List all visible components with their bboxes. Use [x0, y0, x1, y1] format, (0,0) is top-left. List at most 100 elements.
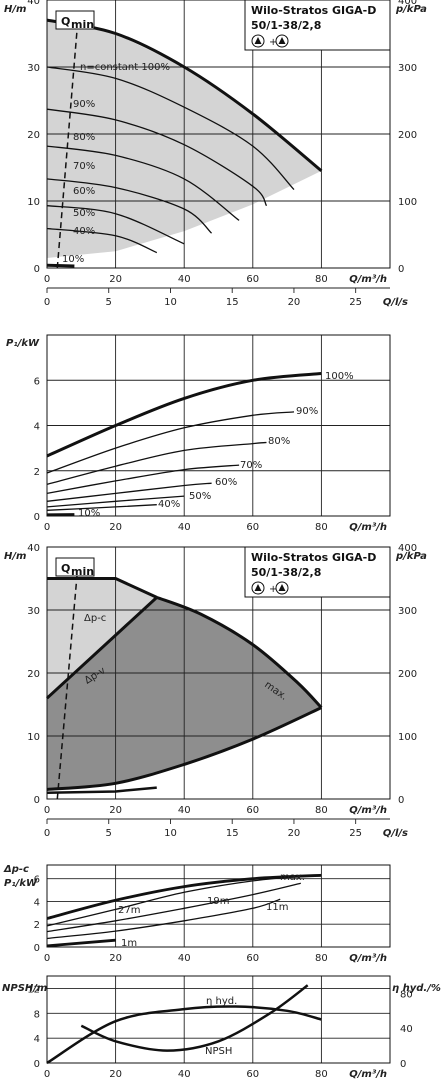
x-tick-label: 40 [178, 953, 191, 964]
x2-tick-label: 25 [349, 828, 362, 839]
plot-frame [46, 864, 391, 948]
x-tick-label: 20 [109, 1069, 122, 1080]
dp-c-label: Δp-c [84, 613, 106, 624]
series-label: 40% [158, 499, 180, 510]
pump-symbol-icon [275, 34, 289, 48]
max-label: max. [280, 872, 305, 883]
x-tick-label: 20 [109, 953, 122, 964]
y-tick-label: 10 [27, 197, 40, 208]
y-tick-label: 2 [34, 467, 40, 478]
series-label: 70% [73, 161, 95, 172]
y-tick-label: 30 [27, 606, 40, 617]
power-curve [46, 873, 322, 920]
chart-title: Wilo-Stratos GIGA-D [251, 551, 376, 564]
y-right-tick-label: 80 [400, 989, 413, 1000]
power-curve [46, 874, 315, 927]
qmin-line [56, 565, 79, 800]
control-curve [47, 577, 158, 599]
chart-title: Wilo-Stratos GIGA-D [251, 4, 376, 17]
y-axis-label: P₁/kW [6, 338, 40, 349]
x-tick-label: 80 [315, 953, 328, 964]
y-axis-label: NPSH/m [2, 983, 47, 994]
x2-axis-label: Q/l/s [383, 297, 408, 308]
y-tick-label: 0 [34, 795, 40, 806]
x2-tick-label: 15 [226, 297, 239, 308]
x-tick-label: 60 [246, 274, 259, 285]
series-label: 10% [78, 508, 100, 519]
x-tick-label: 0 [44, 522, 50, 533]
series-label: 40% [73, 226, 95, 237]
y-right-tick-label: 200 [398, 130, 417, 141]
x-axis-label: Q/m³/h [349, 274, 387, 285]
y-tick-label: 10 [27, 732, 40, 743]
qmin-subscript: min [71, 18, 94, 31]
series-label: n=constant 100% [80, 62, 170, 73]
power-curve [46, 882, 301, 933]
series-label: 60% [73, 186, 95, 197]
y-right-tick-label: 300 [398, 606, 417, 617]
title-box [244, 546, 391, 598]
y-axis-label: Δp-c [3, 864, 29, 875]
y-right-tick-label: 200 [398, 669, 417, 680]
chart-subtitle: 50/1-38/2,8 [251, 566, 321, 579]
x-tick-label: 80 [315, 1069, 328, 1080]
x2-tick-label: 5 [106, 828, 112, 839]
y-tick-label: 0 [34, 1059, 40, 1070]
x-axis-label: Q/m³/h [349, 522, 387, 533]
plot-frame [46, 334, 391, 517]
y-tick-label: 4 [34, 897, 40, 908]
y-tick-label: 0 [34, 943, 40, 954]
x-tick-label: 0 [44, 274, 50, 285]
power-curve [46, 938, 116, 948]
series-label: 60% [215, 477, 237, 488]
x-tick-label: 40 [178, 274, 191, 285]
y-right-tick-label: 100 [398, 732, 417, 743]
x2-tick-label: 5 [106, 297, 112, 308]
y-tick-label: 20 [27, 669, 40, 680]
power-curve [46, 464, 240, 495]
y-tick-label: 0 [34, 512, 40, 523]
series-label: 80% [268, 436, 290, 447]
speed-curve [46, 178, 213, 234]
min-curve [46, 786, 157, 794]
x-tick-label: 40 [178, 522, 191, 533]
pump-symbol-icon [251, 34, 265, 48]
y-right-axis-label: p/kPa [395, 4, 427, 15]
qmin-subscript: min [71, 565, 94, 578]
pump-mode-plus: + [269, 37, 277, 48]
x-tick-label: 0 [44, 953, 50, 964]
y-right-axis-label: η hyd./% [392, 983, 441, 994]
x-tick-label: 60 [246, 522, 259, 533]
y-tick-label: 40 [27, 543, 40, 554]
speed-curve [46, 66, 295, 191]
qmin-line [56, 20, 79, 269]
eta-label: η hyd. [206, 996, 237, 1007]
x-tick-label: 40 [178, 1069, 191, 1080]
qmin-label: Q [61, 562, 70, 575]
power-curve [46, 495, 185, 508]
plot-frame [46, 0, 391, 269]
y-right-tick-label: 0 [398, 264, 404, 275]
power-curve [46, 482, 212, 502]
y-tick-label: 30 [27, 63, 40, 74]
x-tick-label: 60 [246, 953, 259, 964]
y-right-tick-label: 400 [398, 0, 417, 7]
x2-axis-label: Q/l/s [383, 828, 408, 839]
series-label: 50% [73, 208, 95, 219]
x2-tick-label: 15 [226, 828, 239, 839]
x-tick-label: 80 [315, 522, 328, 533]
control-curve [45, 596, 158, 700]
y-tick-label: 12 [27, 984, 40, 995]
qmin-box [55, 10, 95, 30]
efficiency-curve [46, 1005, 322, 1065]
series-label: 100% [325, 371, 354, 382]
speed-curve [46, 18, 323, 173]
x-tick-label: 0 [44, 805, 50, 816]
label-19m: 19m [207, 896, 229, 907]
y-tick-label: 8 [34, 1009, 40, 1020]
series-label: 70% [240, 460, 262, 471]
y-tick-label: 6 [34, 376, 40, 387]
series-label: 90% [73, 99, 95, 110]
y-right-axis-label: p/kPa [395, 551, 427, 562]
x2-tick-label: 10 [164, 828, 177, 839]
